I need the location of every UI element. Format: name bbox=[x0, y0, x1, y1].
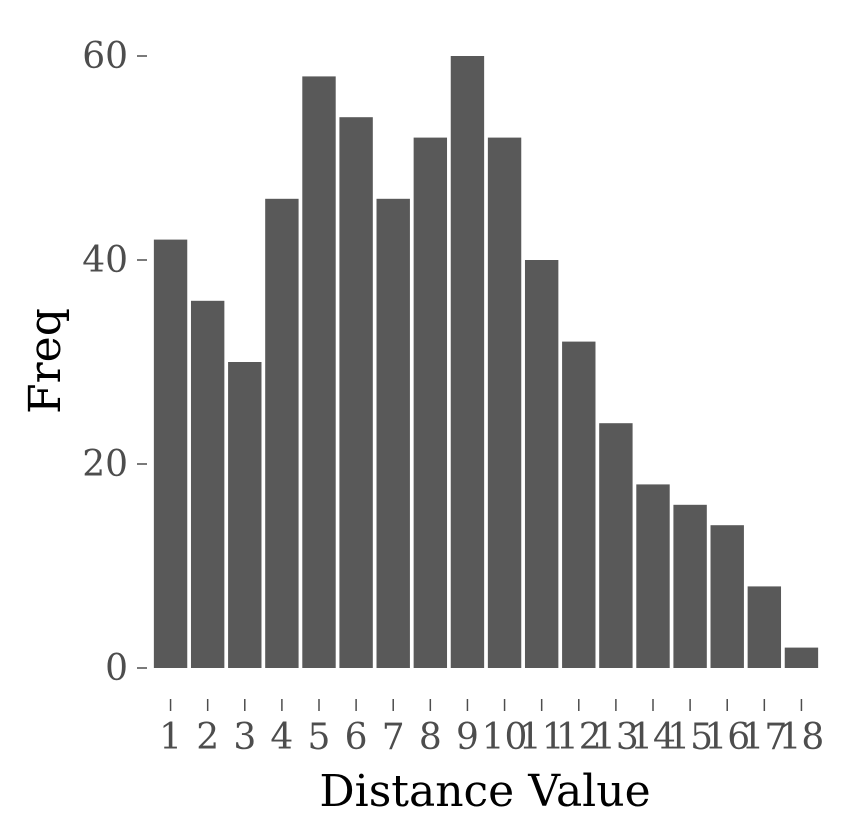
bar-13 bbox=[599, 423, 633, 668]
x-tick-label: 10 bbox=[482, 717, 528, 758]
x-tick-label: 11 bbox=[519, 717, 565, 758]
y-tick-label: 0 bbox=[105, 648, 128, 689]
y-tick-label: 20 bbox=[82, 444, 128, 485]
bar-16 bbox=[710, 525, 744, 668]
y-axis: 0 20 40 60 bbox=[82, 36, 147, 689]
x-tick-label: 9 bbox=[456, 717, 479, 758]
x-tick-label: 16 bbox=[704, 717, 750, 758]
x-tick-label: 2 bbox=[196, 717, 219, 758]
bar-6 bbox=[339, 117, 373, 668]
x-tick-label: 1 bbox=[159, 717, 182, 758]
x-axis-title: Distance Value bbox=[319, 766, 650, 817]
x-tick-label: 14 bbox=[630, 717, 676, 758]
x-tick-label: 7 bbox=[382, 717, 405, 758]
bar-12 bbox=[562, 341, 596, 668]
x-tick-label: 6 bbox=[345, 717, 368, 758]
bar-3 bbox=[228, 362, 262, 668]
bar-4 bbox=[265, 198, 299, 669]
bar-17 bbox=[747, 586, 782, 668]
bars-group bbox=[153, 56, 819, 669]
x-tick-label: 12 bbox=[556, 717, 602, 758]
bar-9 bbox=[450, 56, 485, 668]
x-tick-label: 5 bbox=[308, 717, 331, 758]
bar-7 bbox=[376, 198, 410, 669]
x-tick-label: 13 bbox=[593, 717, 639, 758]
x-tick-label: 4 bbox=[270, 717, 293, 758]
bar-10 bbox=[487, 137, 522, 669]
bar-8 bbox=[413, 137, 448, 669]
bar-1 bbox=[153, 239, 188, 668]
y-tick-label: 40 bbox=[82, 240, 128, 281]
bar-15 bbox=[673, 504, 707, 668]
bar-2 bbox=[190, 300, 225, 668]
bar-11 bbox=[524, 260, 559, 668]
x-tick-label: 17 bbox=[741, 717, 787, 758]
y-tick-label: 60 bbox=[82, 36, 128, 77]
bar-18 bbox=[784, 647, 819, 668]
x-tick-label: 3 bbox=[233, 717, 256, 758]
x-tick-label: 18 bbox=[779, 717, 825, 758]
x-tick-label: 15 bbox=[667, 717, 713, 758]
y-axis-title: Freq bbox=[20, 308, 71, 414]
bar-14 bbox=[636, 484, 670, 668]
bar-5 bbox=[302, 76, 336, 668]
x-tick-label: 8 bbox=[419, 717, 442, 758]
